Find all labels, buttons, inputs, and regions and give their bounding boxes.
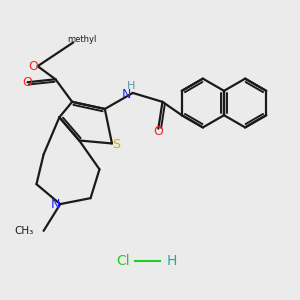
Text: CH₃: CH₃ [14,226,33,236]
Text: O: O [22,76,32,89]
Text: H: H [167,254,177,268]
Text: O: O [153,125,163,138]
Text: O: O [28,60,38,73]
Text: Cl: Cl [116,254,130,268]
Text: H: H [127,81,136,92]
Text: S: S [112,138,120,152]
Text: N: N [51,198,61,211]
Text: N: N [122,88,131,101]
Text: methyl: methyl [67,35,96,44]
